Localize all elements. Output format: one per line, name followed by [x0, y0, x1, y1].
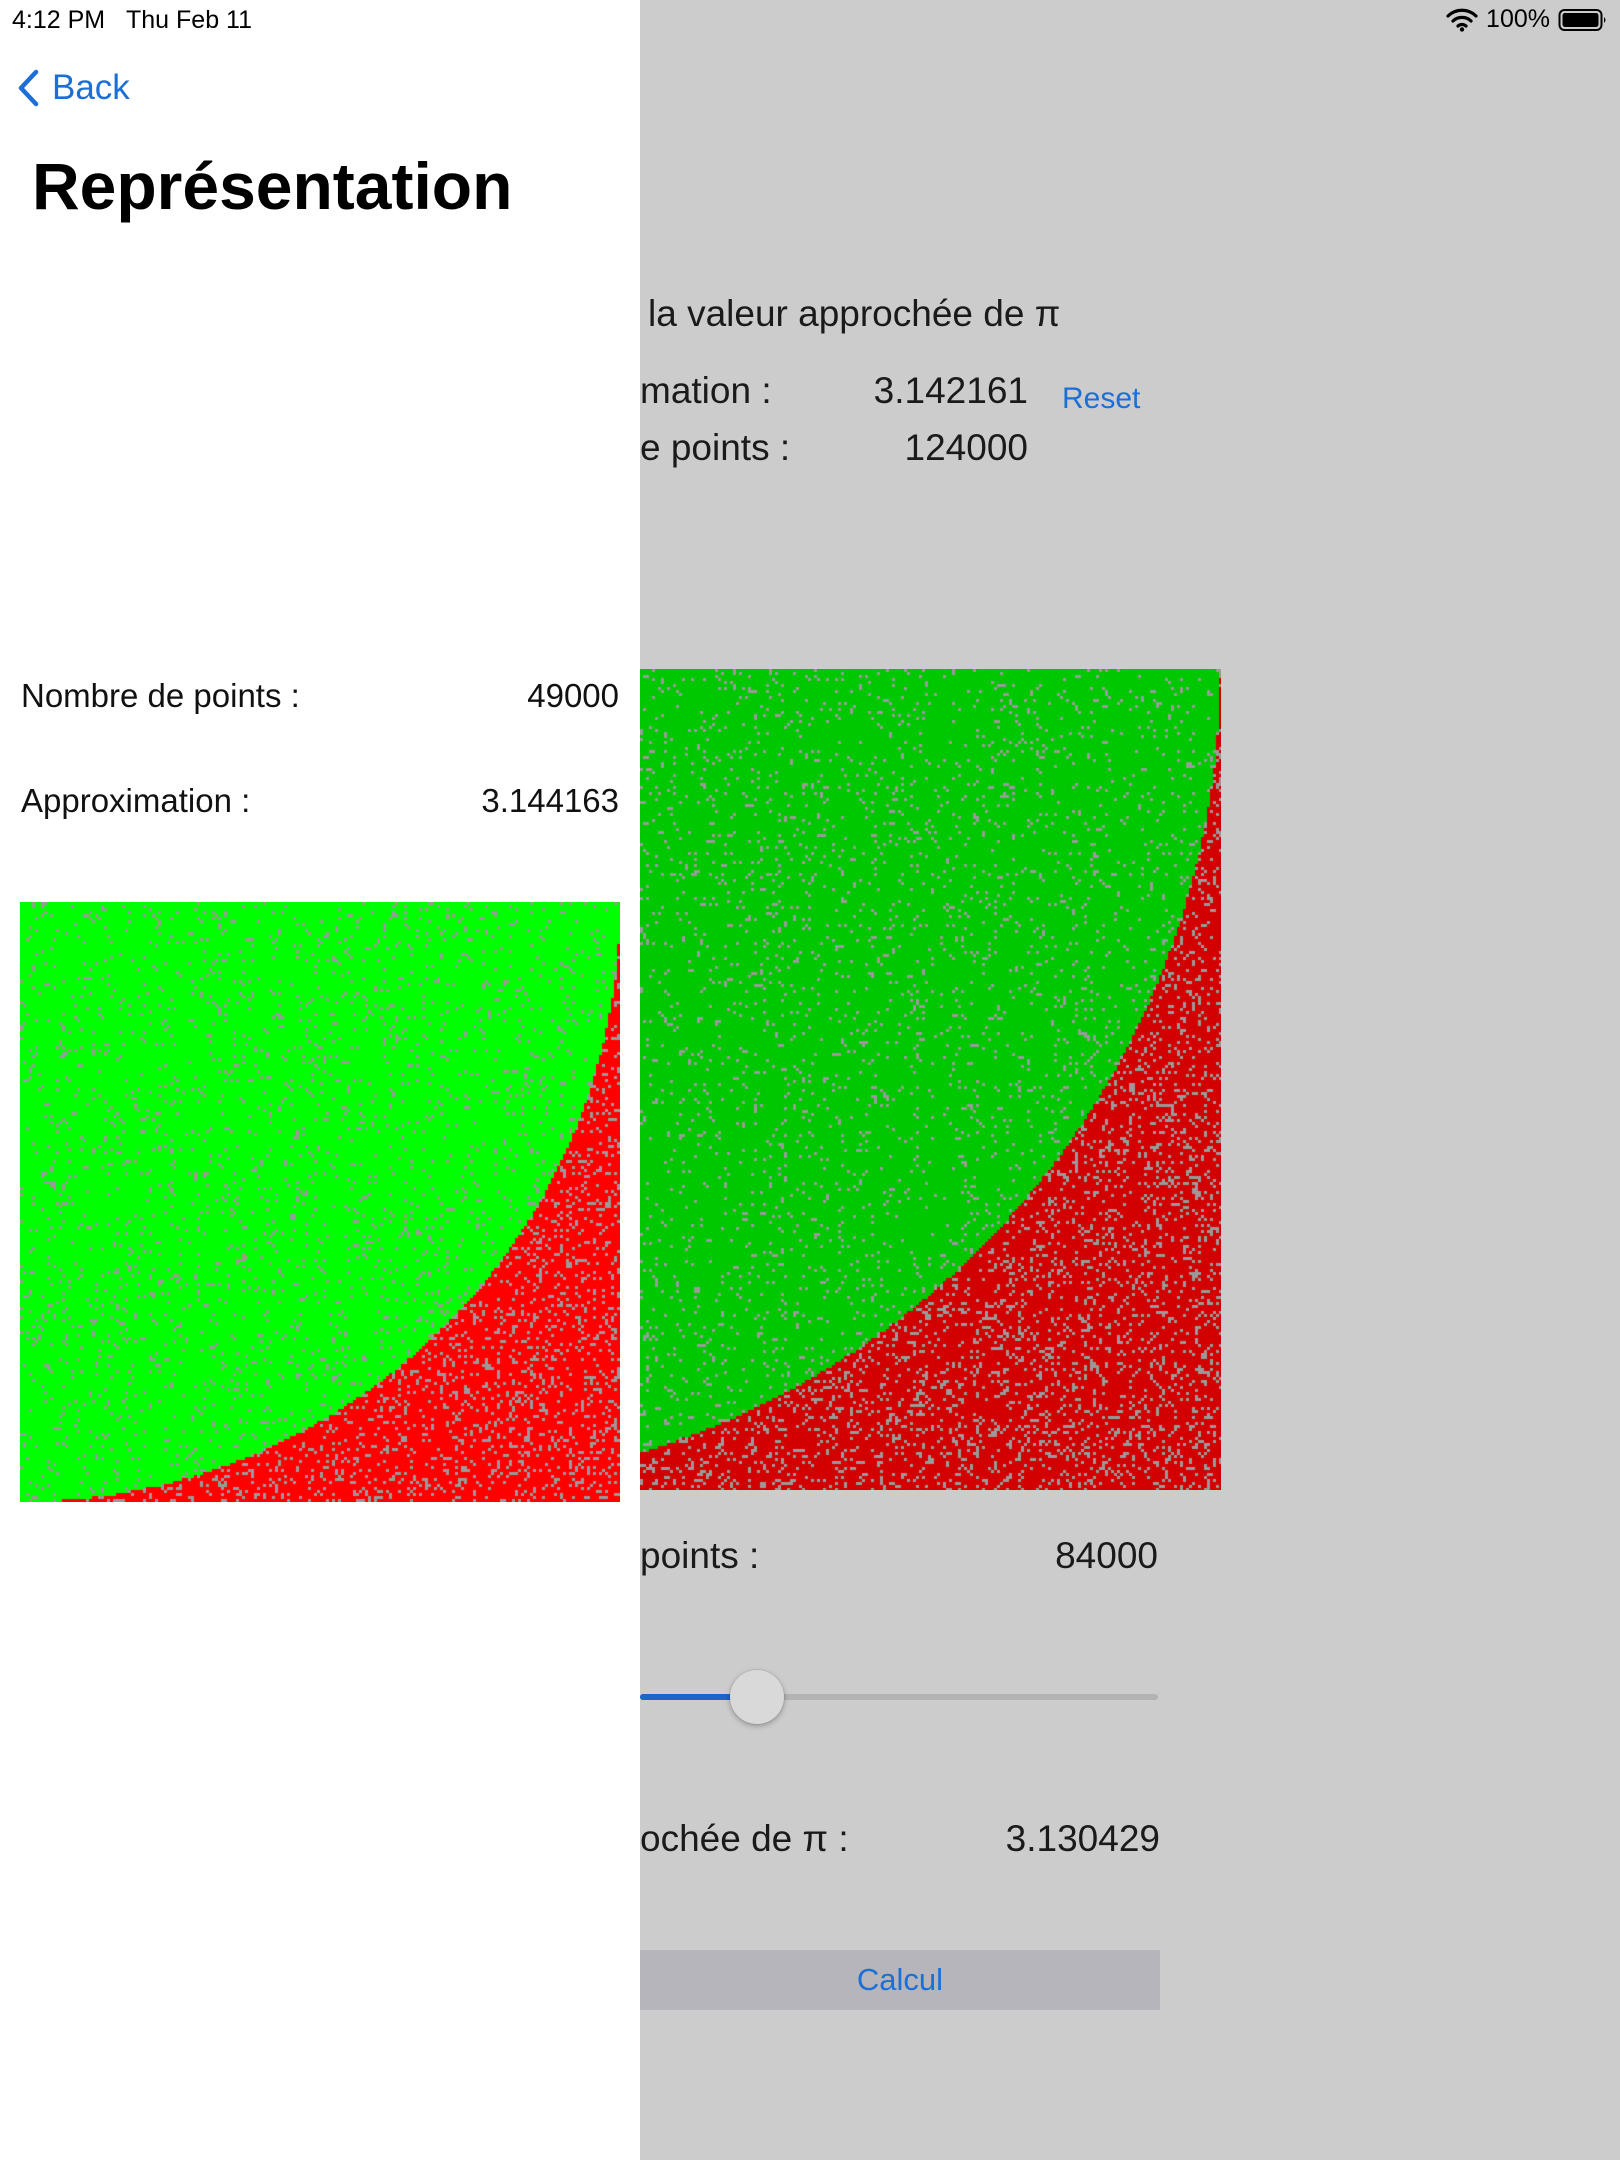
representation-panel: Back Représentation Nombre de points : 4…	[0, 0, 640, 2160]
simulation-points-label: points :	[640, 1535, 760, 1576]
total-points-value: 124000	[904, 427, 1028, 468]
approximation-value: 3.142161	[873, 370, 1028, 411]
simulation-plot	[640, 669, 1221, 1490]
wifi-icon	[1446, 8, 1478, 32]
status-bar: 4:12 PM Thu Feb 11 100%	[0, 0, 1620, 40]
points-count-value: 49000	[527, 677, 619, 714]
points-slider-thumb[interactable]	[730, 1670, 784, 1724]
approximation-label: Approximation :	[21, 782, 251, 819]
approximation-label: mation :	[640, 370, 772, 411]
approximation-value: 3.144163	[481, 782, 619, 819]
total-points-label: e points :	[640, 427, 791, 468]
calcul-button-label: Calcul	[856, 1962, 944, 1997]
points-slider-fill	[640, 1694, 757, 1700]
reset-button[interactable]: Reset	[1062, 382, 1141, 415]
battery-percentage: 100%	[1486, 5, 1550, 33]
status-right: 100%	[1446, 5, 1608, 34]
status-time: 4:12 PM	[12, 6, 106, 34]
page-title: Représentation	[32, 149, 513, 223]
calcul-button[interactable]: Calcul	[640, 1950, 1160, 2010]
simulation-points-value: 84000	[1055, 1535, 1158, 1576]
battery-icon	[1558, 8, 1606, 31]
chevron-left-icon	[18, 69, 39, 107]
points-count-label: Nombre de points :	[21, 677, 300, 714]
back-button[interactable]: Back	[16, 68, 130, 108]
status-date: Thu Feb 11	[126, 6, 253, 34]
back-label: Back	[52, 68, 130, 107]
points-slider-track[interactable]	[640, 1694, 1158, 1700]
pi-result-label: ochée de π :	[640, 1818, 849, 1859]
pi-result-value: 3.130429	[1005, 1818, 1160, 1859]
representation-plot	[20, 902, 620, 1502]
main-heading: la valeur approchée de π	[648, 293, 1061, 334]
